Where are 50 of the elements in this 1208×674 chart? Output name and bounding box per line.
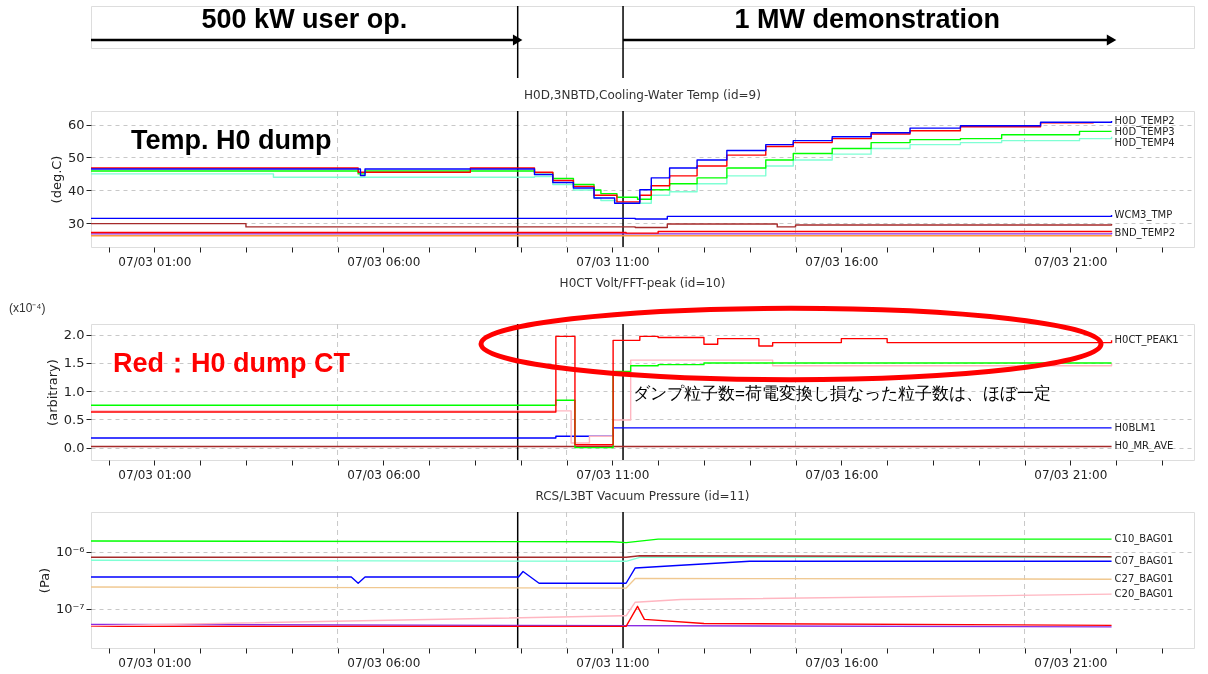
- series-label: H0D_TEMP3: [1114, 125, 1175, 138]
- series-label: H0CT_PEAK1: [1114, 334, 1179, 347]
- y-tick-label: 10⁻⁶: [55, 544, 85, 560]
- series-label: WCM3_TMP: [1114, 209, 1173, 222]
- y-tick-label: 30: [67, 215, 85, 231]
- y-axis-title: (deg.C): [48, 155, 64, 204]
- series-label: C07_BAG01: [1114, 555, 1174, 568]
- text: (x10⁻⁴): [9, 301, 46, 315]
- annotation: Temp. H0 dump: [131, 125, 332, 155]
- x-tick-label: 07/03 01:00: [118, 467, 192, 482]
- x-tick-label: 07/03 21:00: [1034, 467, 1108, 482]
- series-label: BND_TEMP2: [1114, 226, 1176, 239]
- y-tick-label: 60: [67, 117, 85, 132]
- text: 500 kW user op.: [201, 4, 408, 34]
- y-tick-label: 10⁻⁷: [55, 601, 85, 617]
- series-label: H0D_TEMP4: [1114, 136, 1175, 149]
- x-tick-label: 07/03 16:00: [805, 467, 879, 482]
- x-tick-label: 07/03 01:00: [118, 254, 192, 269]
- x-tick-label: 07/03 21:00: [1034, 655, 1108, 670]
- x-tick-label: 07/03 11:00: [576, 655, 650, 670]
- y-tick-label: 50: [67, 149, 85, 165]
- series-label: C10_BAG01: [1114, 533, 1174, 546]
- annotation: Red：H0 dump CT: [113, 348, 351, 378]
- annotation: ダンプ粒子数=荷電変換し損なった粒子数は、ほぼ一定: [633, 384, 1051, 403]
- chart-title: H0D,3NBTD,Cooling-Water Temp (id=9): [524, 88, 761, 103]
- x-tick-label: 07/03 21:00: [1034, 254, 1108, 269]
- x-tick-label: 07/03 16:00: [805, 655, 879, 670]
- chart-title: RCS/L3BT Vacuum Pressure (id=11): [535, 489, 750, 504]
- x-tick-label: 07/03 06:00: [347, 467, 421, 482]
- series-label: H0BLM1: [1114, 421, 1156, 433]
- y-tick-label: 2.0: [63, 327, 85, 343]
- y-tick-label: 1.0: [63, 383, 85, 399]
- series-label: H0_MR_AVE: [1114, 440, 1174, 453]
- series-label: C20_BAG01: [1114, 588, 1174, 601]
- y-tick-label: 1.5: [63, 355, 85, 371]
- y-tick-label: 0.5: [63, 411, 85, 427]
- series-label: C27_BAG01: [1114, 573, 1174, 586]
- x-tick-label: 07/03 06:00: [347, 254, 421, 269]
- text: 1 MW demonstration: [734, 4, 1001, 34]
- y-tick-label: 40: [67, 182, 85, 198]
- x-tick-label: 07/03 16:00: [805, 254, 879, 269]
- series-label: H0D_TEMP2: [1114, 114, 1175, 127]
- chart-title: H0CT Volt/FFT-peak (id=10): [559, 276, 726, 291]
- x-tick-label: 07/03 01:00: [118, 655, 192, 670]
- y-axis-title: (Pa): [36, 567, 52, 594]
- x-tick-label: 07/03 11:00: [576, 254, 650, 269]
- x-tick-label: 07/03 11:00: [576, 467, 650, 482]
- y-tick-label: 0.0: [63, 440, 85, 456]
- x-tick-label: 07/03 06:00: [347, 655, 421, 670]
- y-axis-title: (arbitrary): [44, 359, 60, 426]
